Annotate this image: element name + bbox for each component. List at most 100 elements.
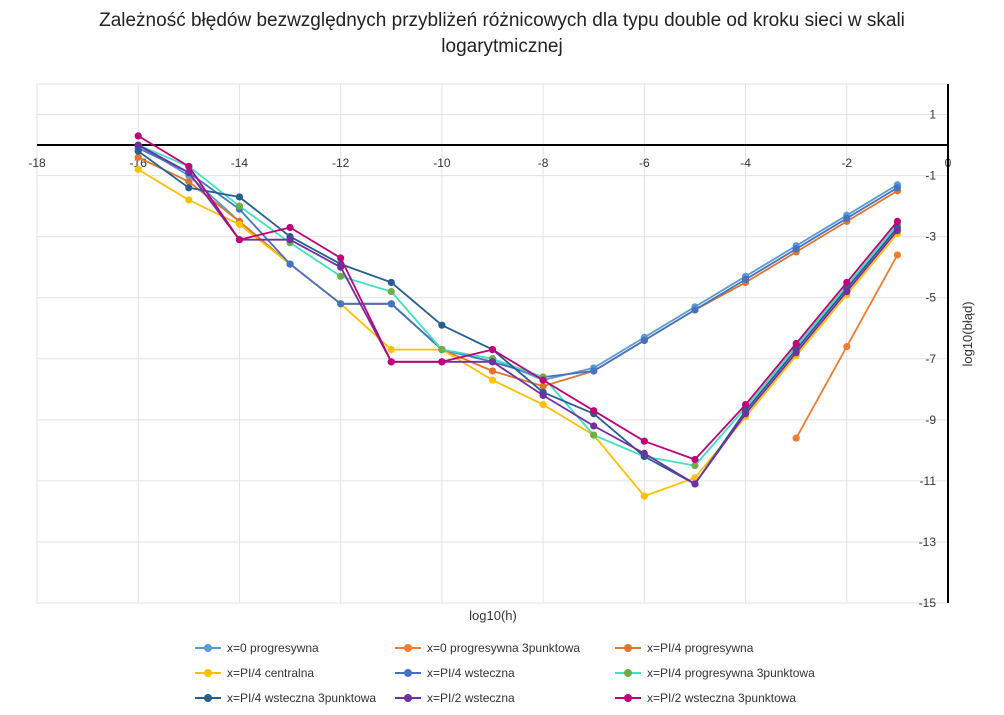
legend-item[interactable]: x=PI/4 wsteczna [395, 663, 515, 683]
series-4 [134, 165, 901, 500]
data-point [590, 422, 598, 430]
x-tick-label: -4 [740, 156, 751, 170]
data-point [185, 178, 193, 186]
legend-swatch [615, 643, 641, 653]
data-point [387, 288, 395, 296]
legend-item[interactable]: x=0 progresywna 3punktowa [395, 638, 580, 658]
y-tick-label: -1 [925, 169, 936, 183]
data-point [691, 462, 699, 470]
data-point [640, 449, 648, 458]
series-2 [792, 251, 901, 442]
data-point [337, 254, 345, 262]
data-point [792, 339, 800, 348]
data-point [185, 196, 193, 204]
data-point [792, 349, 800, 357]
series-line [137, 144, 899, 467]
data-point [539, 382, 547, 390]
legend-swatch-dot [404, 644, 412, 652]
chart-title: Zależność błędów bezwzględnych przybliże… [0, 8, 1004, 60]
data-point [539, 391, 547, 399]
y-tick-label: 1 [929, 108, 936, 122]
legend-swatch [195, 668, 221, 678]
y-tick-label: -13 [919, 535, 937, 549]
series-5 [134, 144, 901, 381]
legend-label: x=0 progresywna 3punktowa [427, 641, 581, 655]
data-point [893, 184, 901, 192]
series-layer [134, 132, 901, 500]
legend-item[interactable]: x=PI/4 wsteczna 3punktowa [195, 688, 376, 708]
data-point [691, 455, 699, 464]
series-1 [134, 141, 901, 384]
legend-label: x=PI/4 centralna [227, 666, 315, 680]
data-point [741, 410, 750, 418]
data-point [337, 300, 345, 308]
x-tick-label: -10 [433, 156, 451, 170]
data-point [438, 346, 446, 354]
data-point [286, 260, 294, 268]
data-point [185, 184, 193, 192]
data-point [185, 168, 193, 177]
data-point [235, 236, 244, 244]
series-line [137, 150, 899, 485]
data-point [134, 147, 142, 155]
data-point [337, 263, 345, 271]
data-point [235, 193, 244, 201]
legend-swatch [395, 693, 421, 703]
y-tick-label: -15 [919, 596, 937, 610]
axes: -18-16-14-12-10-8-6-4-201-1-3-5-7-9-11-1… [28, 84, 952, 610]
x-tick-label: -18 [28, 156, 46, 170]
series-line [137, 144, 898, 382]
data-point [691, 474, 699, 482]
data-point [843, 214, 851, 222]
series-line [137, 168, 899, 498]
data-point [893, 217, 901, 225]
data-point [640, 492, 648, 500]
data-point [387, 278, 395, 287]
data-point [792, 434, 800, 442]
data-point [387, 346, 395, 354]
legend-swatch [395, 668, 421, 678]
data-point [387, 300, 395, 308]
legend-swatch-dot [404, 694, 412, 702]
legend-swatch [615, 693, 641, 703]
data-point [590, 431, 598, 439]
legend-label: x=PI/4 progresywna [647, 641, 754, 655]
data-point [741, 400, 750, 409]
legend-item[interactable]: x=PI/4 centralna [195, 663, 314, 683]
data-point [691, 480, 699, 488]
grid [36, 83, 949, 604]
series-8 [134, 141, 901, 488]
legend-item[interactable]: x=PI/2 wsteczna [395, 688, 515, 708]
data-point [387, 358, 395, 366]
legend-swatch [195, 693, 221, 703]
data-point [741, 275, 750, 283]
data-point [488, 346, 497, 354]
legend-item[interactable]: x=0 progresywna [195, 638, 319, 658]
y-tick-label: -7 [925, 352, 936, 366]
x-axis-title: log10(h) [469, 608, 517, 623]
data-point [488, 376, 497, 384]
data-point [134, 141, 142, 149]
legend-label: x=0 progresywna [227, 641, 319, 655]
y-tick-label: -5 [925, 291, 936, 305]
data-point [893, 226, 901, 235]
data-point [438, 358, 446, 366]
data-point [590, 407, 598, 415]
x-tick-label: -8 [538, 156, 549, 170]
data-point [337, 272, 345, 280]
legend-item[interactable]: x=PI/4 progresywna 3punktowa [615, 663, 815, 683]
legend-swatch-dot [404, 669, 412, 677]
data-point [438, 321, 446, 329]
x-tick-label: -6 [639, 156, 650, 170]
data-point [640, 336, 648, 345]
legend-item[interactable]: x=PI/2 wsteczna 3punktowa [615, 688, 796, 708]
data-point [235, 202, 244, 210]
series-line [137, 147, 898, 379]
legend-item[interactable]: x=PI/4 progresywna [615, 638, 753, 658]
data-point [893, 251, 901, 259]
data-point [590, 367, 598, 375]
x-tick-label: -2 [841, 156, 852, 170]
series-9 [134, 132, 901, 464]
data-point [843, 342, 851, 351]
